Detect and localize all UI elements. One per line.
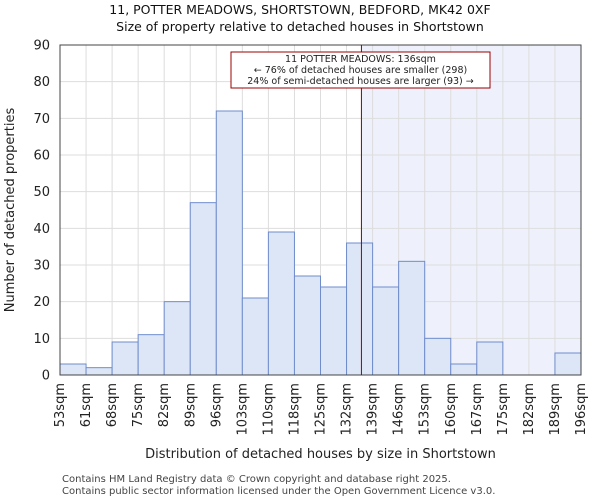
- x-tick-label: 110sqm: [261, 383, 276, 436]
- y-tick-label: 0: [42, 369, 50, 384]
- x-tick-label: 167sqm: [470, 383, 485, 436]
- y-tick-label: 80: [33, 75, 50, 90]
- x-tick-label: 89sqm: [183, 383, 198, 427]
- y-tick-labels: 0 10 20 30 40 50 60 70 80 90: [33, 39, 50, 384]
- bar: [137, 334, 165, 376]
- x-tick-label: 125sqm: [314, 383, 329, 436]
- x-tick-label: 82sqm: [157, 383, 172, 427]
- bars-layer: [59, 110, 582, 376]
- bar: [476, 341, 504, 376]
- bar: [346, 242, 374, 376]
- annotation-line-1: 11 POTTER MEADOWS: 136sqm: [285, 54, 436, 65]
- x-tick-label: 175sqm: [496, 383, 511, 436]
- bar: [59, 363, 87, 376]
- x-tick-label: 68sqm: [105, 383, 120, 427]
- x-axis-label: Distribution of detached houses by size …: [145, 447, 496, 462]
- y-axis-label: Number of detached properties: [3, 108, 18, 313]
- x-tick-labels: 53sqm 61sqm 68sqm 75sqm 82sqm 89sqm 96sqm 103sq…: [53, 383, 589, 436]
- bar: [85, 367, 113, 376]
- annotation-box: 11 POTTER MEADOWS: 136sqm ← 76% of detac…: [230, 51, 491, 89]
- annotation-line-2: ← 76% of detached houses are smaller (29…: [254, 65, 467, 76]
- bar: [111, 341, 139, 376]
- bar: [320, 286, 348, 376]
- x-tick-label: 160sqm: [444, 383, 459, 436]
- footer-line-1: Contains HM Land Registry data © Crown c…: [62, 474, 451, 485]
- bar: [215, 110, 243, 376]
- y-tick-label: 70: [33, 112, 50, 127]
- x-tick-label: 146sqm: [392, 383, 407, 436]
- footer-line-2: Contains public sector information licen…: [62, 486, 495, 497]
- x-tick-label: 153sqm: [418, 383, 433, 436]
- x-tick-label: 96sqm: [209, 383, 224, 427]
- y-tick-label: 90: [33, 39, 50, 54]
- y-tick-label: 60: [33, 149, 50, 164]
- x-tick-label: 61sqm: [79, 383, 94, 427]
- bar: [293, 275, 322, 376]
- x-tick-label: 182sqm: [522, 383, 537, 436]
- x-tick-label: 118sqm: [287, 383, 302, 436]
- plot-frame: [59, 44, 582, 376]
- x-tick-label: 139sqm: [366, 383, 381, 436]
- x-tick-label: 75sqm: [131, 383, 146, 427]
- bar: [163, 301, 191, 376]
- x-tick-label: 132sqm: [340, 383, 355, 436]
- annotation-rect: [230, 51, 491, 89]
- x-tick-label: 53sqm: [53, 383, 68, 427]
- x-tick-label: 189sqm: [548, 383, 563, 436]
- bar: [372, 286, 400, 376]
- y-tick-label: 50: [33, 185, 50, 200]
- y-tick-label: 30: [33, 259, 50, 274]
- bar: [450, 363, 478, 376]
- chart-subtitle: Size of property relative to detached ho…: [116, 19, 484, 34]
- bar: [424, 337, 452, 376]
- y-tick-label: 10: [33, 332, 50, 347]
- x-tick-label: 196sqm: [574, 383, 589, 436]
- bar: [241, 297, 269, 376]
- bar: [554, 352, 582, 376]
- bar: [398, 260, 426, 376]
- bar: [267, 231, 295, 376]
- bar: [189, 202, 217, 376]
- y-tick-label: 20: [33, 295, 50, 310]
- chart-title: 11, POTTER MEADOWS, SHORTSTOWN, BEDFORD,…: [109, 2, 490, 17]
- y-tick-label: 40: [33, 222, 50, 237]
- annotation-line-3: 24% of semi-detached houses are larger (…: [247, 76, 474, 87]
- x-tick-label: 103sqm: [235, 383, 250, 436]
